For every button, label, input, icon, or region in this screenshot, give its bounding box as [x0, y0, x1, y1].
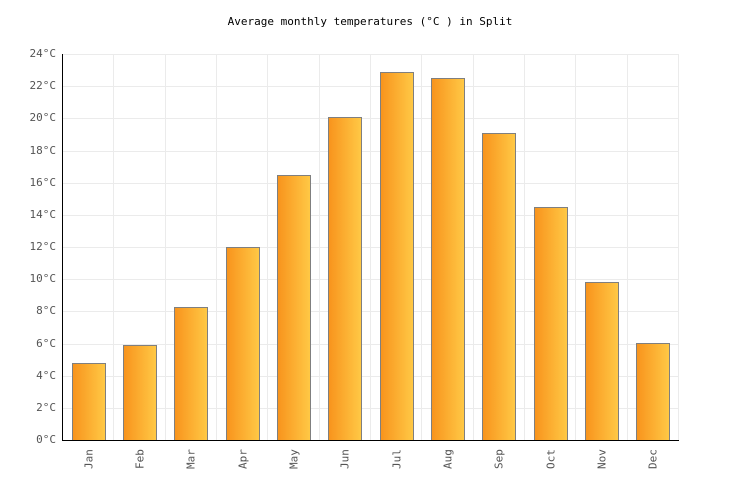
gridline-vertical [216, 54, 217, 440]
x-tick-label: Aug [441, 449, 455, 469]
gridline-horizontal [63, 311, 679, 313]
bar-jan [72, 363, 106, 440]
gridline-horizontal [63, 86, 679, 88]
gridline-vertical [165, 54, 166, 440]
x-tick-label: Sep [492, 449, 506, 469]
x-tick-label: Apr [236, 449, 250, 469]
x-tick-label: Mar [184, 449, 198, 469]
gridline-vertical [370, 54, 371, 440]
y-tick-label: 8°C [36, 304, 56, 318]
gridline-vertical [319, 54, 320, 440]
bar-oct [534, 207, 568, 440]
x-tick-label: Jan [82, 449, 96, 469]
chart-title: Average monthly temperatures (°C ) in Sp… [227, 15, 513, 28]
gridline-vertical [473, 54, 474, 440]
bar-jul [380, 72, 414, 440]
gridline-vertical [421, 54, 422, 440]
y-tick-label: 6°C [36, 336, 56, 350]
bar-mar [174, 307, 208, 440]
bar-feb [123, 345, 157, 440]
plot-area [62, 54, 679, 441]
gridline-horizontal [63, 247, 679, 248]
x-tick-label: Oct [544, 449, 558, 469]
gridline-horizontal [63, 214, 679, 216]
gridline-horizontal [63, 118, 679, 120]
bar-apr [226, 247, 260, 440]
x-tick-label: Jul [390, 449, 404, 469]
y-tick-label: 18°C [29, 143, 57, 157]
y-tick-label: 16°C [29, 175, 57, 189]
bar-may [277, 175, 311, 440]
x-tick-label: Dec [646, 449, 660, 469]
gridline-vertical [575, 54, 576, 440]
gridline-vertical [524, 54, 525, 440]
bar-jun [328, 117, 362, 440]
x-tick-label: Nov [595, 449, 609, 469]
gridline-horizontal [63, 54, 679, 55]
y-tick-label: 24°C [29, 47, 57, 60]
bar-nov [585, 282, 619, 440]
x-tick-label: Jun [338, 449, 352, 469]
bar-dec [636, 343, 670, 440]
gridline-horizontal [63, 343, 679, 345]
x-tick-label: Feb [133, 449, 147, 469]
x-tick-label: May [287, 449, 301, 469]
gridline-vertical [678, 54, 679, 440]
gridline-horizontal [63, 150, 679, 152]
gridline-horizontal [63, 279, 679, 281]
gridline-vertical [627, 54, 628, 440]
y-tick-label: 10°C [29, 272, 57, 286]
y-tick-label: 12°C [29, 240, 57, 253]
y-tick-label: 0°C [36, 433, 56, 446]
y-tick-label: 2°C [36, 400, 56, 414]
gridline-horizontal [63, 182, 679, 184]
y-tick-label: 14°C [29, 207, 57, 221]
gridline-vertical [267, 54, 268, 440]
y-tick-label: 20°C [29, 111, 57, 125]
y-tick-label: 22°C [29, 79, 57, 93]
y-tick-label: 4°C [36, 368, 56, 382]
gridline-horizontal [63, 375, 679, 377]
bar-sep [482, 133, 516, 440]
bar-aug [431, 78, 465, 440]
gridline-vertical [113, 54, 114, 440]
gridline-horizontal [63, 407, 679, 409]
